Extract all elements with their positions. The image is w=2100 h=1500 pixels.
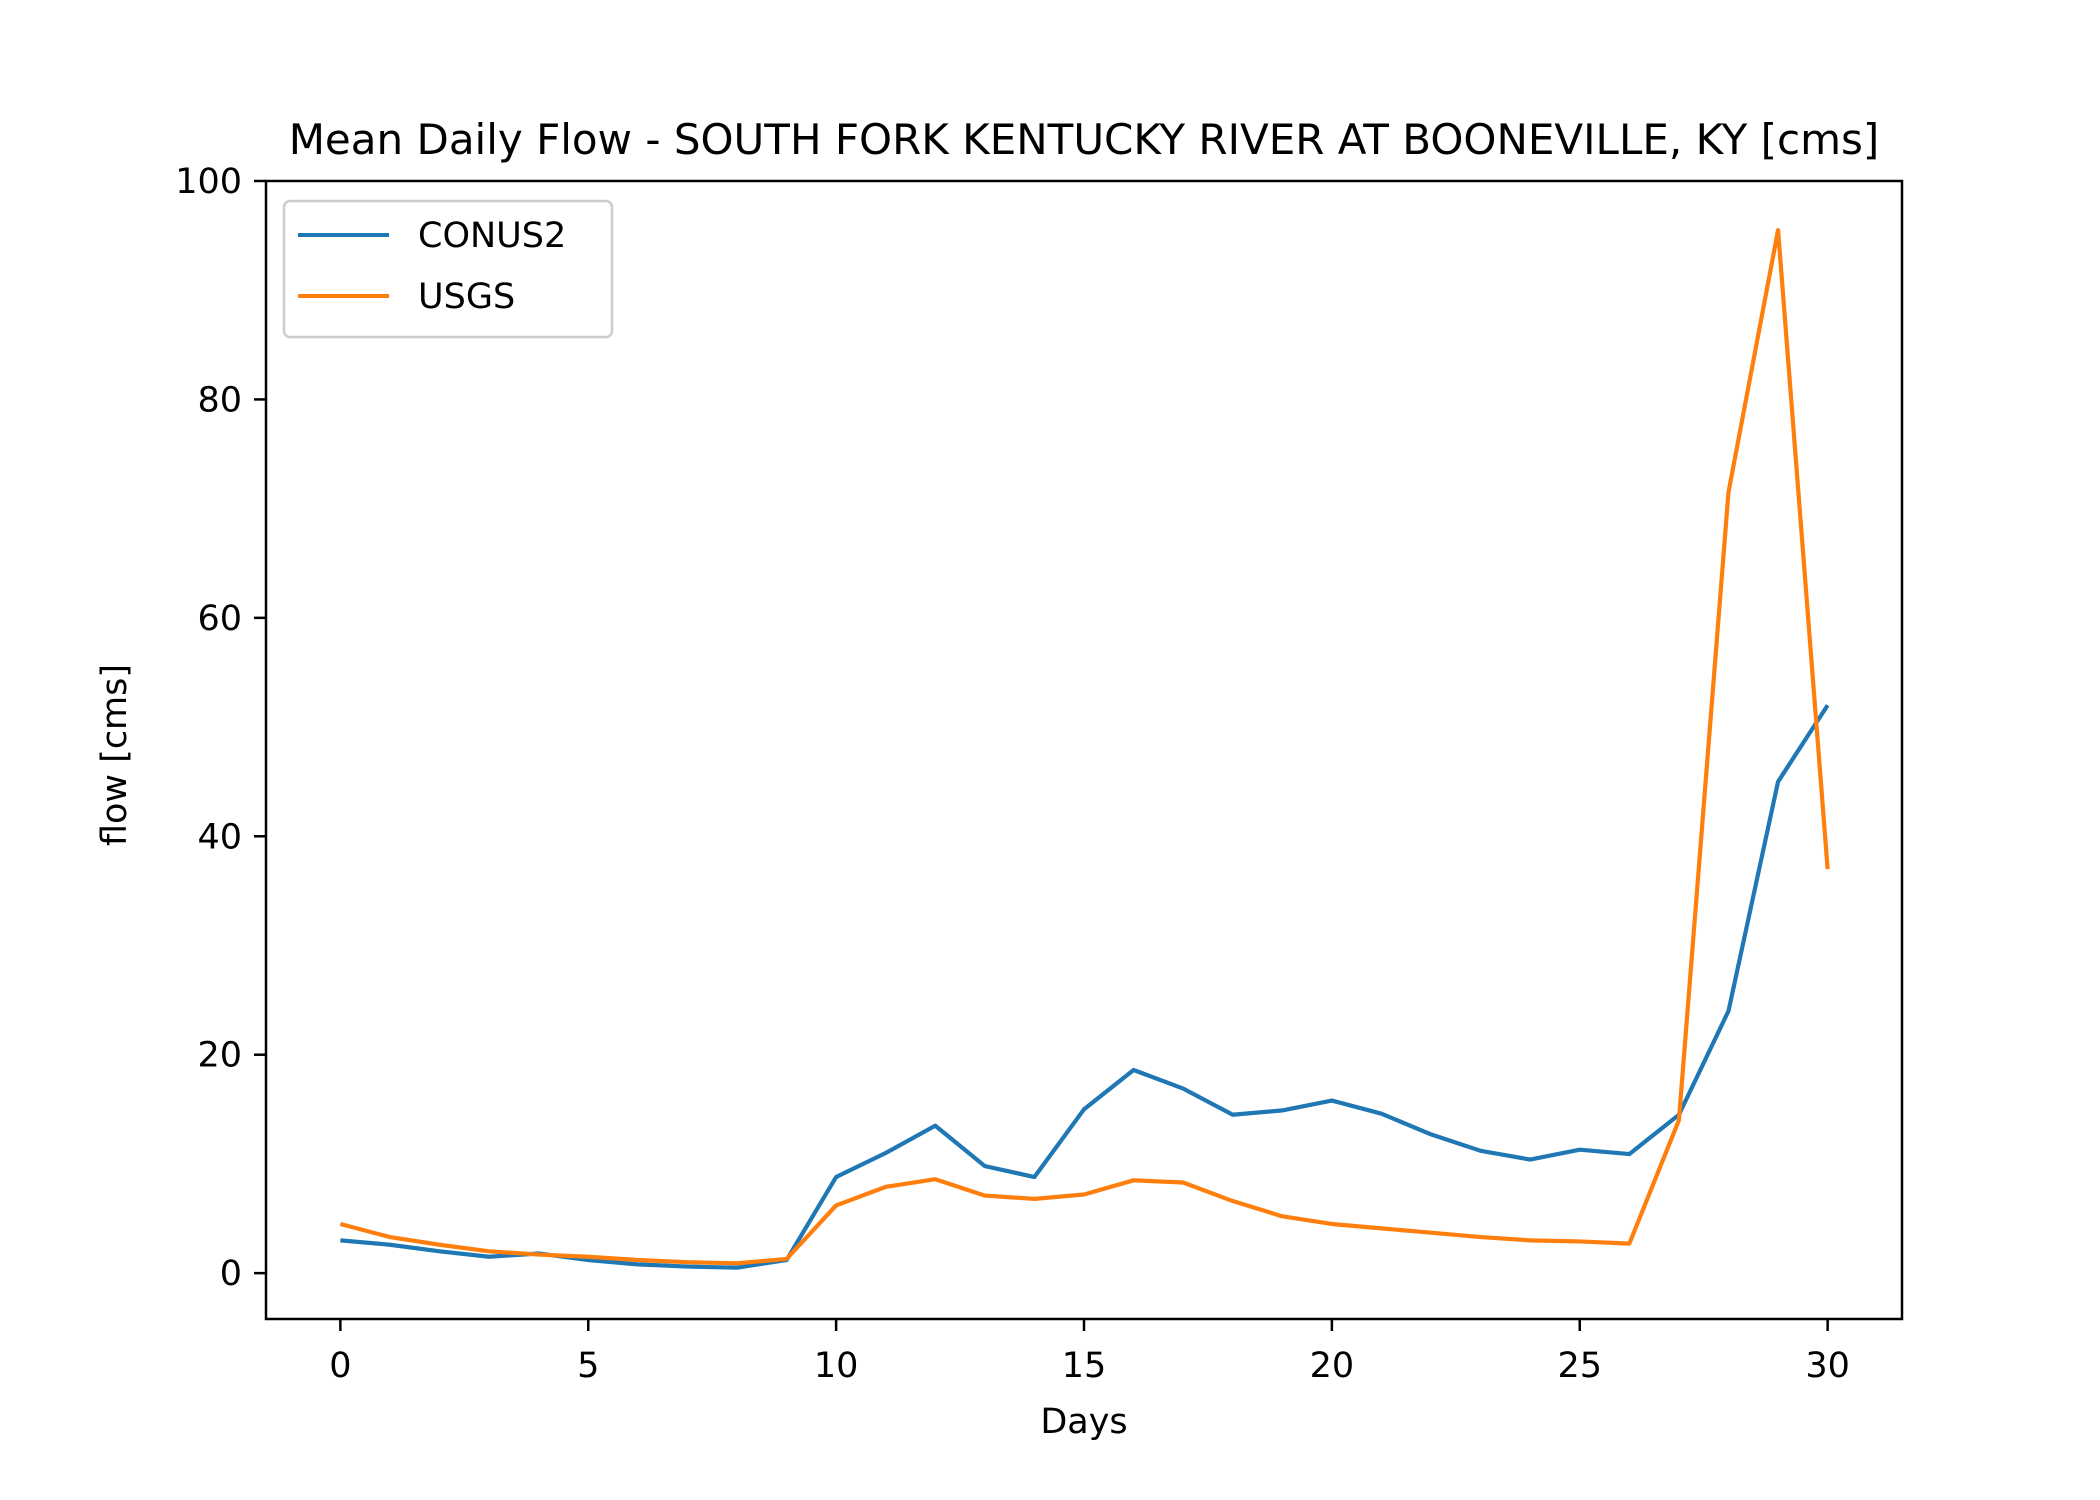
chart-title: Mean Daily Flow - SOUTH FORK KENTUCKY RI…: [289, 115, 1880, 164]
data-point-usgs: [586, 1255, 590, 1259]
data-point-usgs: [388, 1235, 392, 1239]
data-point-usgs: [1330, 1222, 1334, 1226]
data-point-conus2: [1032, 1175, 1036, 1179]
data-point-conus2: [834, 1175, 838, 1179]
data-point-conus2: [1776, 780, 1780, 784]
data-point-usgs: [1776, 228, 1780, 232]
y-axis-label: flow [cms]: [95, 664, 135, 846]
y-axis: 0 20 40 60 80 100: [175, 162, 266, 1294]
data-point-usgs: [834, 1203, 838, 1207]
data-point-conus2: [933, 1124, 937, 1128]
data-point-usgs: [1726, 490, 1730, 494]
x-tick-label: 0: [329, 1346, 351, 1386]
data-point-usgs: [1379, 1226, 1383, 1230]
data-point-usgs: [338, 1222, 342, 1226]
legend: CONUS2 USGS: [282, 199, 614, 339]
data-point-usgs: [735, 1261, 739, 1265]
data-point-usgs: [438, 1243, 442, 1247]
data-point-conus2: [1726, 1009, 1730, 1013]
data-point-conus2: [1578, 1148, 1582, 1152]
data-point-conus2: [388, 1243, 392, 1247]
data-point-usgs: [1181, 1180, 1185, 1184]
series-line-usgs: [339, 228, 1830, 1266]
data-point-usgs: [636, 1258, 640, 1262]
data-point-conus2: [685, 1265, 689, 1269]
data-point-conus2: [1826, 703, 1830, 707]
data-point-conus2: [1479, 1149, 1483, 1153]
data-point-conus2: [1627, 1152, 1631, 1156]
data-point-usgs: [1032, 1197, 1036, 1201]
data-point-conus2: [983, 1164, 987, 1168]
series-group: [338, 228, 1830, 1270]
data-point-usgs: [1132, 1178, 1136, 1182]
data-point-usgs: [1826, 867, 1830, 871]
data-point-usgs: [884, 1185, 888, 1189]
data-point-usgs: [537, 1253, 541, 1257]
y-tick-label: 40: [197, 817, 242, 857]
y-tick-label: 60: [197, 599, 242, 639]
data-point-conus2: [1528, 1158, 1532, 1162]
data-point-conus2: [438, 1249, 442, 1253]
data-point-conus2: [884, 1151, 888, 1155]
data-point-usgs: [1677, 1118, 1681, 1122]
data-point-usgs: [487, 1249, 491, 1253]
data-point-usgs: [1528, 1238, 1532, 1242]
data-point-conus2: [1082, 1107, 1086, 1111]
data-point-usgs: [933, 1177, 937, 1181]
x-axis-label: Days: [1040, 1402, 1127, 1442]
y-tick-label: 0: [220, 1254, 242, 1294]
data-point-conus2: [487, 1255, 491, 1259]
data-point-usgs: [1479, 1235, 1483, 1239]
data-point-conus2: [338, 1238, 342, 1242]
data-point-usgs: [785, 1257, 789, 1261]
x-tick-label: 20: [1310, 1346, 1355, 1386]
data-point-usgs: [1429, 1231, 1433, 1235]
data-point-conus2: [1132, 1068, 1136, 1072]
data-point-conus2: [735, 1266, 739, 1270]
legend-label-conus2: CONUS2: [418, 216, 566, 256]
data-point-conus2: [1280, 1108, 1284, 1112]
x-tick-label: 10: [814, 1346, 859, 1386]
y-tick-label: 20: [197, 1036, 242, 1076]
series-line-conus2: [340, 704, 1830, 1270]
data-point-usgs: [1231, 1199, 1235, 1203]
x-tick-label: 25: [1557, 1346, 1602, 1386]
data-point-usgs: [1082, 1192, 1086, 1196]
legend-label-usgs: USGS: [418, 277, 515, 317]
data-point-conus2: [1330, 1099, 1334, 1103]
x-tick-label: 30: [1805, 1346, 1850, 1386]
plot-frame: [264, 179, 1904, 1321]
data-point-conus2: [636, 1262, 640, 1266]
data-point-conus2: [1379, 1112, 1383, 1116]
data-point-conus2: [1181, 1087, 1185, 1091]
data-point-conus2: [1429, 1132, 1433, 1136]
y-tick-label: 80: [197, 380, 242, 420]
x-tick-label: 15: [1062, 1346, 1107, 1386]
data-point-usgs: [1627, 1242, 1631, 1246]
x-axis: 0 5 10 15 20 25 30: [329, 1319, 1850, 1386]
data-point-conus2: [1231, 1113, 1235, 1117]
data-point-usgs: [1280, 1214, 1284, 1218]
data-point-usgs: [685, 1260, 689, 1264]
data-point-usgs: [983, 1194, 987, 1198]
y-tick-label: 100: [175, 162, 242, 202]
x-tick-label: 5: [577, 1346, 599, 1386]
data-point-usgs: [1578, 1239, 1582, 1243]
